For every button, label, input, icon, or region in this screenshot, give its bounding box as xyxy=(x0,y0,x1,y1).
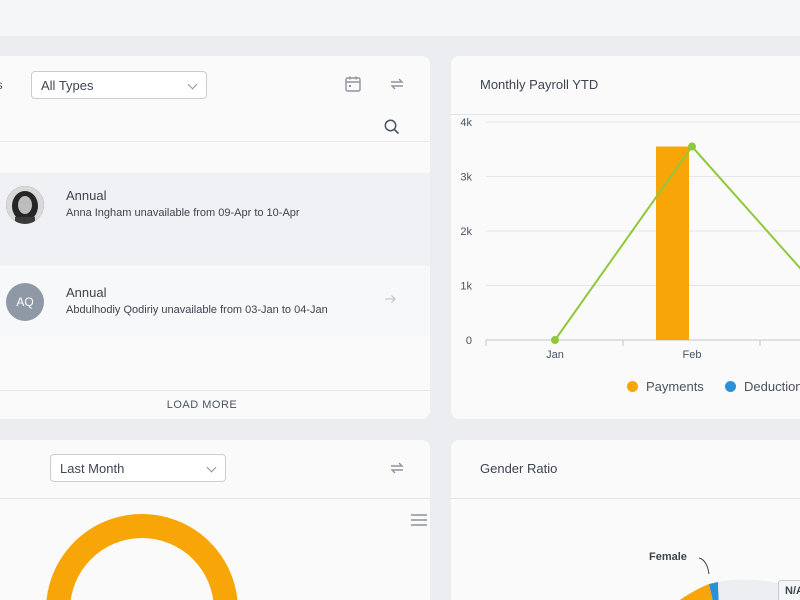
chevron-down-icon xyxy=(187,79,198,90)
avatar xyxy=(6,186,44,224)
load-more-button[interactable]: LOAD MORE xyxy=(0,390,430,419)
line-point xyxy=(688,142,696,151)
leave-list-item[interactable]: AQ Annual Abdulhodiy Qodiriy unavailable… xyxy=(0,268,430,336)
card-title: Gender Ratio xyxy=(480,461,558,476)
card-title: Monthly Payroll YTD xyxy=(480,77,599,92)
leave-requests-card: es All Types Annual Anna Ingham unavaila… xyxy=(0,56,430,419)
bar-payments xyxy=(656,146,689,340)
leave-description: Anna Ingham unavailable from 09-Apr to 1… xyxy=(66,207,300,219)
leader-line xyxy=(698,557,710,575)
chevron-down-icon xyxy=(206,462,217,473)
period-select[interactable]: Last Month xyxy=(50,454,226,482)
legend-dot xyxy=(725,381,736,392)
y-tick-label: 1k xyxy=(460,281,472,293)
search-row[interactable] xyxy=(0,114,430,142)
pie-label-female: Female xyxy=(649,551,687,563)
leave-description: Abdulhodiy Qodiriy unavailable from 03-J… xyxy=(66,304,328,316)
calendar-icon[interactable] xyxy=(344,75,364,95)
legend-label: Deduction xyxy=(744,379,800,394)
na-tooltip: N/A xyxy=(778,580,800,600)
leave-type: Annual xyxy=(66,285,107,300)
monthly-payroll-card: Monthly Payroll YTD 0 1k 2k 3k 4k Jan Feb Paym… xyxy=(451,56,800,419)
gender-ratio-card: Gender Ratio Female N/A xyxy=(451,440,800,600)
header-divider xyxy=(451,114,800,115)
header-divider xyxy=(451,498,800,499)
y-tick-label: 4k xyxy=(460,117,472,129)
pie-segment-orange xyxy=(679,584,713,600)
header-divider xyxy=(0,498,430,499)
donut-chart xyxy=(46,514,238,600)
avatar: AQ xyxy=(6,283,44,321)
legend-dot xyxy=(627,381,638,392)
leave-type: Annual xyxy=(66,188,107,203)
summary-card: Last Month xyxy=(0,440,430,600)
types-filter-label: es xyxy=(0,78,3,92)
refresh-icon[interactable] xyxy=(388,459,408,479)
arrow-right-icon[interactable] xyxy=(383,292,403,312)
gender-pie-chart: Female xyxy=(649,551,800,600)
legend-item-payments[interactable]: Payments xyxy=(627,379,704,394)
x-tick-label: Jan xyxy=(546,349,564,361)
top-bar xyxy=(0,0,800,36)
refresh-icon[interactable] xyxy=(388,75,408,95)
leave-list-item[interactable]: Annual Anna Ingham unavailable from 09-A… xyxy=(0,173,430,266)
search-icon[interactable] xyxy=(383,118,403,138)
x-tick-label: Feb xyxy=(683,349,702,361)
legend-label: Payments xyxy=(646,379,704,394)
pie-segment-blue xyxy=(709,582,719,600)
line-point xyxy=(551,336,559,344)
y-tick-label: 2k xyxy=(460,226,472,238)
type-select[interactable]: All Types xyxy=(31,71,207,99)
payroll-chart: 0 1k 2k 3k 4k Jan Feb xyxy=(460,117,800,361)
donut-segment xyxy=(46,514,238,600)
y-tick-label: 0 xyxy=(466,335,472,347)
period-select-value: Last Month xyxy=(60,461,125,476)
type-select-value: All Types xyxy=(41,78,94,93)
menu-icon[interactable] xyxy=(411,514,427,526)
legend-item-deduction[interactable]: Deduction xyxy=(725,379,800,394)
y-tick-label: 3k xyxy=(460,172,472,184)
